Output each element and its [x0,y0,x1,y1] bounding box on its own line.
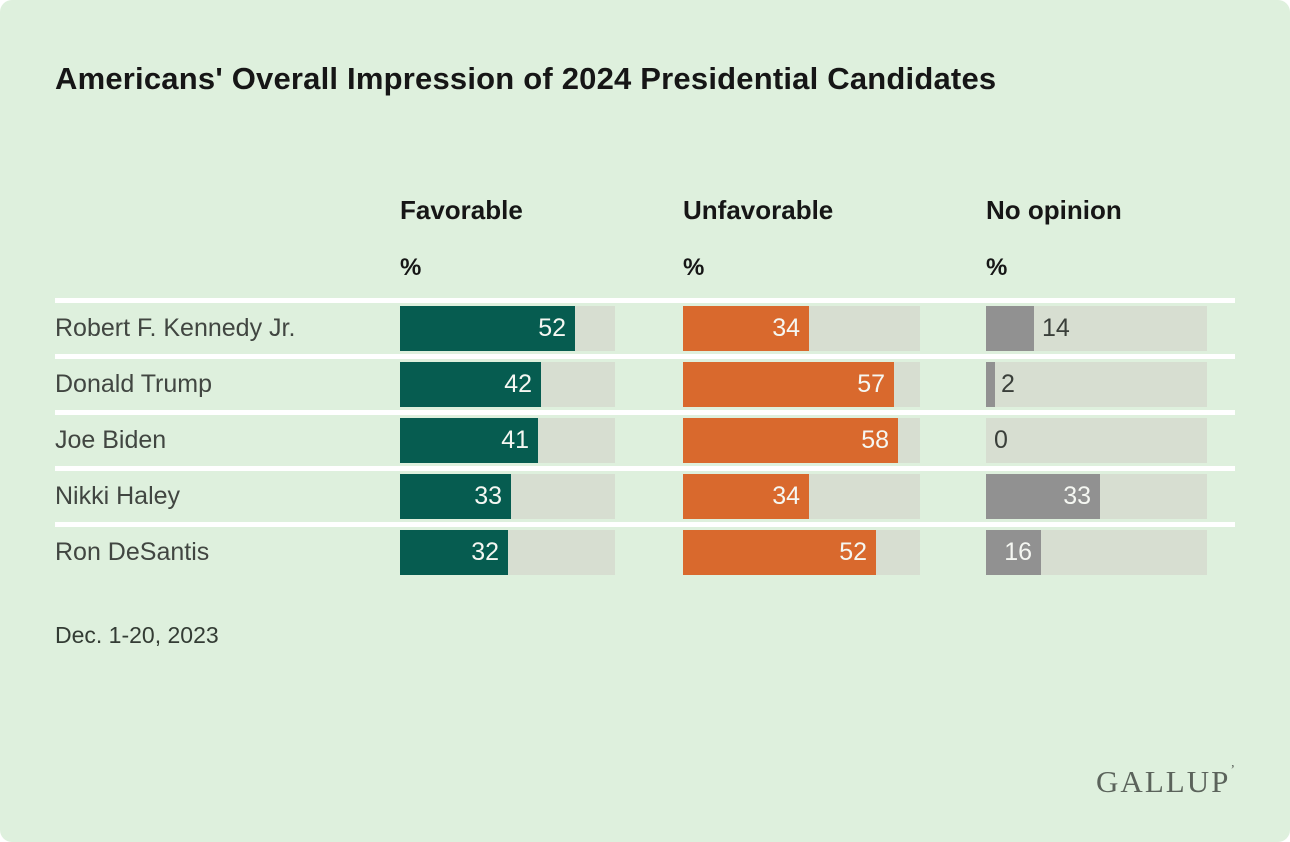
bar-value-label: 32 [471,538,499,566]
date-note: Dec. 1-20, 2023 [55,622,219,648]
bar-track: 41 [400,418,615,463]
bar-segment: 33 [400,474,511,519]
column-header-unfavorable: Unfavorable % [683,195,986,282]
percent-sign: % [400,254,422,281]
bar-track: 33 [400,474,615,519]
bar-value-label: 16 [1004,538,1032,566]
candidate-label: Donald Trump [55,370,213,398]
bar-segment: 16 [986,530,1041,575]
bar-segment: 57 [683,362,894,407]
table-row: Joe Biden 41 58 0 [55,410,1235,466]
bar-segment [986,362,995,407]
bar-track: 2 [986,362,1207,407]
bar-value-label: 41 [501,426,529,454]
bar-track: 42 [400,362,615,407]
unfavorable-cell: 34 [683,306,986,351]
unfavorable-cell: 57 [683,362,986,407]
bar-track: 58 [683,418,920,463]
bar-value-label: 33 [1063,482,1091,510]
bar-segment: 32 [400,530,508,575]
unfavorable-cell: 58 [683,418,986,463]
bar-value-label: 14 [1042,314,1070,342]
bar-track: 34 [683,474,920,519]
table-row: Ron DeSantis 32 52 16 [55,522,1235,578]
bar-track: 52 [683,530,920,575]
bar-track: 16 [986,530,1207,575]
bar-track: 32 [400,530,615,575]
bar-value-label: 0 [994,426,1008,454]
bar-segment: 42 [400,362,541,407]
bar-track: 0 [986,418,1207,463]
no-opinion-cell: 0 [986,418,1235,463]
bar-segment: 52 [400,306,575,351]
page-title: Americans' Overall Impression of 2024 Pr… [55,61,997,96]
bar-segment: 41 [400,418,538,463]
percent-sign: % [986,254,1008,281]
bar-track: 57 [683,362,920,407]
unfavorable-cell: 34 [683,474,986,519]
bar-track: 14 [986,306,1207,351]
column-header-label: Favorable [400,195,523,225]
gallup-wordmark: GALLUP [1096,764,1231,799]
favorable-cell: 32 [400,530,683,575]
bar-segment: 52 [683,530,876,575]
bar-value-label: 33 [474,482,502,510]
bar-value-label: 58 [861,426,889,454]
bar-track: 52 [400,306,615,351]
bar-segment: 58 [683,418,898,463]
unfavorable-cell: 52 [683,530,986,575]
bar-segment: 33 [986,474,1100,519]
bar-value-label: 52 [538,314,566,342]
bar-value-label: 42 [504,370,532,398]
column-headers: Favorable % Unfavorable % No opinion % [55,195,1235,282]
percent-sign: % [683,254,705,281]
no-opinion-cell: 14 [986,306,1235,351]
bar-value-label: 2 [1001,370,1015,398]
bar-track: 34 [683,306,920,351]
candidate-label: Nikki Haley [55,482,181,510]
bar-value-label: 34 [772,482,800,510]
chart-rows: Robert F. Kennedy Jr. 52 34 14 Donald Tr… [55,298,1235,578]
bar-segment [986,306,1034,351]
bar-value-label: 52 [839,538,867,566]
no-opinion-cell: 16 [986,530,1235,575]
favorable-cell: 41 [400,418,683,463]
column-header-label: Unfavorable [683,195,834,225]
candidate-label: Robert F. Kennedy Jr. [55,314,296,342]
column-header-favorable: Favorable % [400,195,683,282]
no-opinion-cell: 33 [986,474,1235,519]
bar-segment: 34 [683,474,809,519]
favorable-cell: 52 [400,306,683,351]
bar-segment: 34 [683,306,809,351]
column-header-no-opinion: No opinion % [986,195,1235,282]
candidate-label: Joe Biden [55,426,167,454]
bar-value-label: 34 [772,314,800,342]
table-row: Donald Trump 42 57 2 [55,354,1235,410]
column-header-label: No opinion [986,195,1122,225]
no-opinion-cell: 2 [986,362,1235,407]
favorable-cell: 42 [400,362,683,407]
table-row: Robert F. Kennedy Jr. 52 34 14 [55,298,1235,354]
table-row: Nikki Haley 33 34 33 [55,466,1235,522]
candidate-label: Ron DeSantis [55,538,210,566]
bar-track: 33 [986,474,1207,519]
favorable-cell: 33 [400,474,683,519]
trademark-icon: ’ [1230,763,1235,778]
gallup-logo: GALLUP’ [1096,764,1235,800]
bar-value-label: 57 [857,370,885,398]
